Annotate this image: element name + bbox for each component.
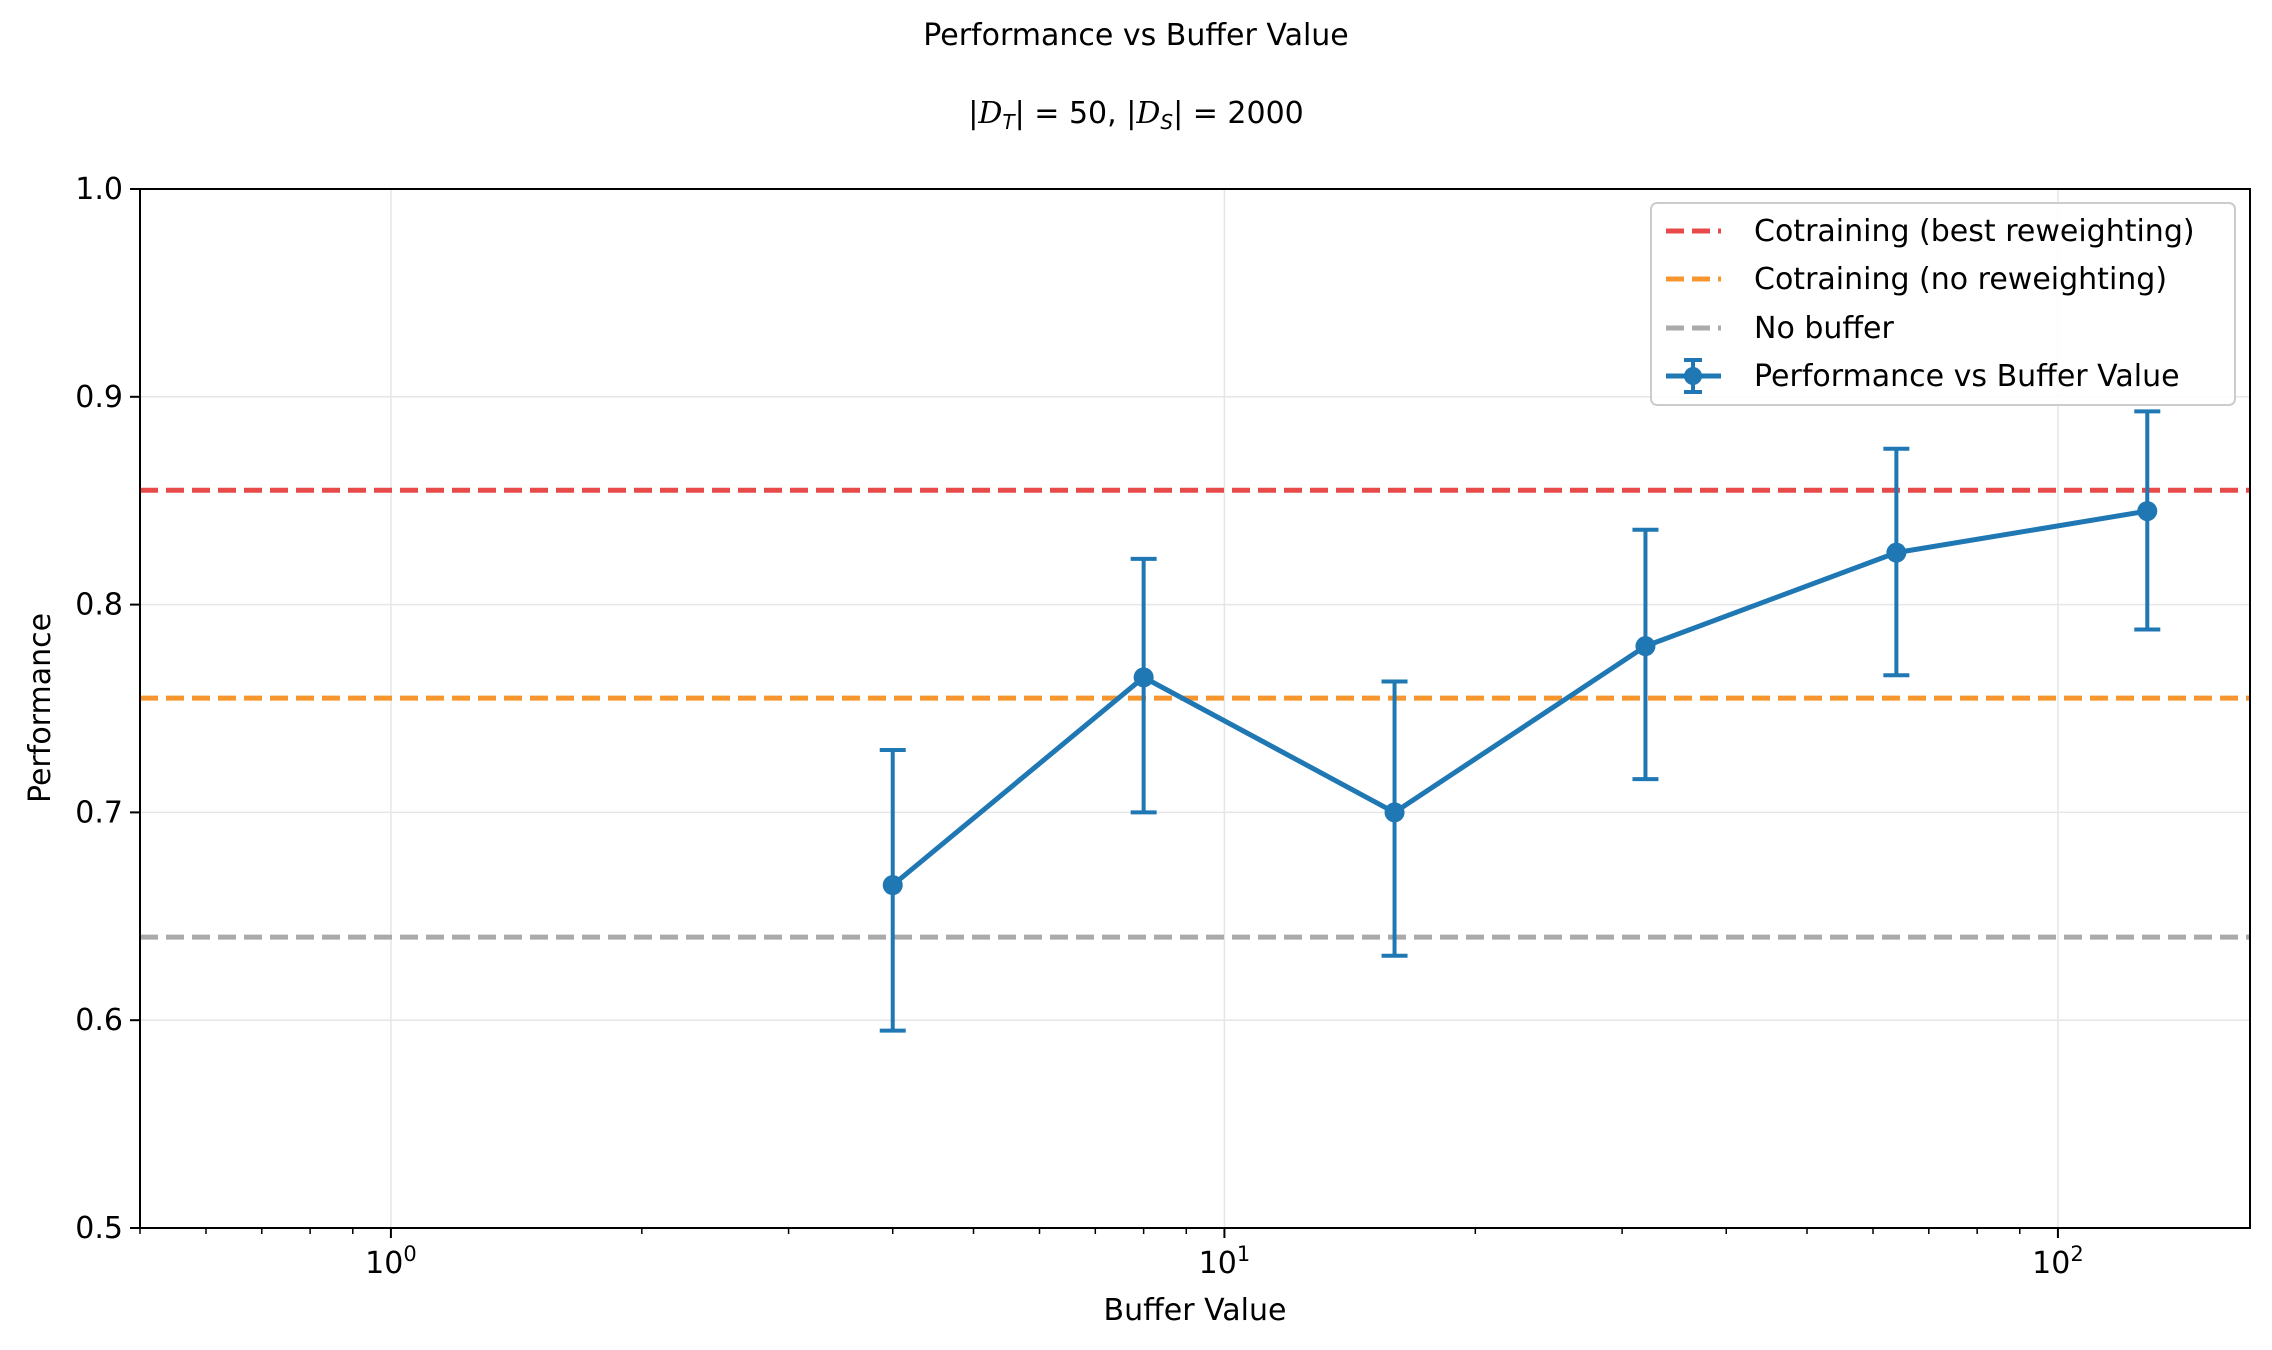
y-axis: 0.5 0.6 0.7 0.8 0.9 1.0 [75,172,140,1246]
subtitle-part: | [968,96,978,131]
legend-label-no-buffer: No buffer [1754,311,1895,346]
series-layer [879,409,2161,1033]
y-axis-label: Performance [23,613,58,803]
data-point [1635,636,1656,657]
y-tick-label: 1.0 [75,172,123,207]
subtitle-part: | = 50, | [1015,96,1137,131]
chart-subtitle: |DT| = 50, |DS| = 2000 [968,96,1304,134]
data-point [1384,802,1405,823]
subtitle-part: T [1002,110,1016,134]
legend-label-no-reweighting: Cotraining (no reweighting) [1754,262,2167,297]
data-point [882,875,903,896]
plot-frame [139,188,2251,1229]
x-tick-label: 101 [1199,1242,1251,1281]
series-line [891,508,2148,888]
subtitle-part: D [977,96,1002,131]
y-tick-label: 0.7 [75,795,123,830]
y-tick-label: 0.5 [75,1211,123,1246]
x-tick-label: 102 [2032,1242,2084,1281]
y-tick-label: 0.9 [75,380,123,415]
subtitle-part: D [1135,96,1160,131]
x-axis: 100 101 102 [139,1228,2084,1281]
data-point [2137,501,2158,522]
subtitle-part: S [1160,110,1173,134]
legend: Cotraining (best reweighting) Cotraining… [1650,202,2236,406]
y-tick-label: 0.8 [75,588,123,623]
data-point [1886,542,1907,563]
data-point [1133,667,1154,688]
x-tick-label: 100 [365,1242,417,1281]
legend-swatch-series [1666,358,1721,394]
chart-title: Performance vs Buffer Value [923,18,1349,53]
subtitle-part: | = 2000 [1173,96,1304,131]
y-tick-label: 0.6 [75,1003,123,1038]
reference-lines [140,487,2250,940]
legend-label-best-reweighting: Cotraining (best reweighting) [1754,214,2195,249]
legend-label-series: Performance vs Buffer Value [1754,359,2180,394]
x-axis-label: Buffer Value [1104,1293,1287,1328]
legend-box [1650,202,2236,406]
